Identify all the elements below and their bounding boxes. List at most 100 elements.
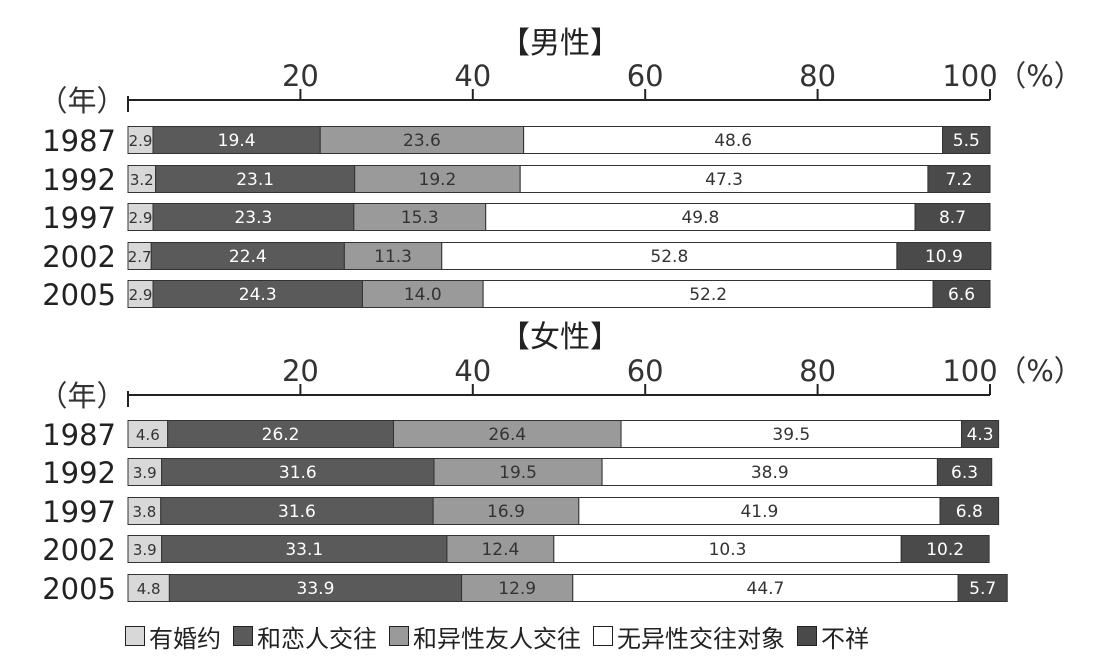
x-axis-unit-1: （%） bbox=[997, 354, 1083, 388]
bar-data-label-1-1-4: 6.3 bbox=[951, 463, 978, 483]
bar-segment-0-0-2 bbox=[319, 126, 525, 154]
bar-segment-0-4-1 bbox=[152, 280, 363, 308]
bar-segment-1-3-1 bbox=[161, 535, 448, 563]
bar-data-label-0-2-3: 49.8 bbox=[681, 208, 719, 228]
bar-data-label-0-1-1: 23.1 bbox=[236, 170, 274, 190]
bar-data-label-1-3-3: 10.3 bbox=[709, 540, 747, 560]
bar-data-label-1-1-1: 31.6 bbox=[279, 463, 317, 483]
bar-data-label-0-3-0: 2.7 bbox=[128, 248, 152, 266]
bar-segment-1-0-0 bbox=[127, 420, 169, 448]
bar-data-label-0-1-0: 3.2 bbox=[130, 171, 154, 189]
legend-item-unknown: 不祥 bbox=[797, 619, 869, 654]
bar-data-label-1-1-3: 38.9 bbox=[751, 463, 789, 483]
bar-data-label-0-4-3: 52.2 bbox=[689, 285, 727, 305]
legend-item-friend: 和异性友人交往 bbox=[389, 619, 581, 654]
bar-segment-0-2-3 bbox=[485, 203, 916, 231]
bar-data-label-1-3-0: 3.9 bbox=[133, 541, 157, 559]
bar-data-label-0-3-4: 10.9 bbox=[925, 247, 963, 267]
x-tick-label-0-0: 20 bbox=[282, 59, 319, 93]
bar-data-label-0-4-0: 2.9 bbox=[129, 286, 153, 304]
x-tick-label-0-2: 60 bbox=[627, 59, 664, 93]
bar-data-label-0-3-1: 22.4 bbox=[229, 247, 267, 267]
bar-data-label-1-0-2: 26.4 bbox=[488, 425, 526, 445]
bar-data-label-0-0-1: 19.4 bbox=[218, 131, 256, 151]
legend-label-engaged: 有婚约 bbox=[149, 624, 221, 653]
bar-data-label-0-2-2: 15.3 bbox=[401, 208, 439, 228]
bar-data-label-1-0-0: 4.6 bbox=[136, 426, 160, 444]
bar-data-label-0-4-1: 24.3 bbox=[239, 285, 277, 305]
category-label-0-0: 1987 bbox=[42, 124, 116, 158]
x-tick-label-0-4: 100 bbox=[942, 59, 997, 93]
legend-label-friend: 和异性友人交往 bbox=[413, 624, 581, 653]
bar-segment-1-1-1 bbox=[161, 458, 435, 486]
bar-data-label-1-4-3: 44.7 bbox=[747, 579, 785, 599]
bar-segment-1-4-3 bbox=[572, 574, 959, 602]
bar-segment-0-3-4 bbox=[896, 242, 992, 270]
legend: 有婚约 和恋人交往 和异性友人交往 无异性交往对象 不祥 bbox=[125, 618, 881, 654]
bar-segment-1-3-4 bbox=[900, 535, 990, 563]
legend-label-none: 无异性交往对象 bbox=[617, 624, 785, 653]
bar-data-label-0-0-4: 5.5 bbox=[953, 131, 980, 151]
bar-data-label-1-1-2: 19.5 bbox=[499, 463, 537, 483]
bar-segment-1-2-1 bbox=[160, 497, 434, 525]
x-tick-label-1-0: 20 bbox=[282, 354, 319, 388]
bar-data-label-1-0-3: 39.5 bbox=[772, 425, 810, 445]
bar-segment-1-2-4 bbox=[939, 497, 1000, 525]
category-label-1-4: 2005 bbox=[42, 572, 116, 606]
legend-swatch-unknown bbox=[797, 626, 817, 646]
x-tick-label-1-3: 80 bbox=[799, 354, 836, 388]
bar-segment-0-0-4 bbox=[942, 126, 991, 154]
category-label-1-2: 1997 bbox=[42, 495, 116, 529]
bar-data-label-1-2-3: 41.9 bbox=[740, 502, 778, 522]
bar-data-label-1-4-1: 33.9 bbox=[297, 579, 335, 599]
bar-data-label-0-1-4: 7.2 bbox=[945, 170, 972, 190]
bar-segment-0-3-1 bbox=[150, 242, 345, 270]
bar-data-label-0-1-2: 19.2 bbox=[419, 170, 457, 190]
bar-segment-0-2-0 bbox=[127, 203, 154, 231]
x-axis-unit-0: （%） bbox=[997, 59, 1083, 93]
bar-data-label-1-4-4: 5.7 bbox=[969, 579, 996, 599]
legend-swatch-engaged bbox=[125, 626, 145, 646]
bar-data-label-0-0-0: 2.9 bbox=[129, 132, 153, 150]
bar-data-label-0-0-2: 23.6 bbox=[403, 131, 441, 151]
category-label-1-3: 2002 bbox=[42, 533, 116, 567]
bar-data-label-1-3-2: 12.4 bbox=[481, 540, 519, 560]
category-label-0-3: 2002 bbox=[42, 240, 116, 274]
bar-segment-1-3-0 bbox=[127, 535, 163, 563]
bar-data-label-1-0-1: 26.2 bbox=[262, 425, 300, 445]
legend-swatch-lover bbox=[233, 626, 253, 646]
bar-segment-1-2-3 bbox=[578, 497, 941, 525]
bar-segment-0-4-0 bbox=[127, 280, 154, 308]
bar-data-label-1-2-4: 6.8 bbox=[956, 502, 983, 522]
y-axis-label-0: （年） bbox=[38, 84, 125, 118]
bar-segment-1-1-3 bbox=[601, 458, 938, 486]
bar-segment-0-0-0 bbox=[127, 126, 154, 154]
bar-data-label-1-2-2: 16.9 bbox=[487, 502, 525, 522]
category-label-0-4: 2005 bbox=[42, 278, 116, 312]
x-tick-label-1-4: 100 bbox=[942, 354, 997, 388]
bar-data-label-1-3-1: 33.1 bbox=[285, 540, 323, 560]
bar-segment-1-0-2 bbox=[392, 420, 622, 448]
bar-data-label-1-4-2: 12.9 bbox=[498, 579, 536, 599]
bar-data-label-1-2-0: 3.8 bbox=[132, 503, 156, 521]
legend-item-lover: 和恋人交往 bbox=[233, 619, 377, 654]
bar-data-label-1-4-0: 4.8 bbox=[137, 580, 161, 598]
bar-segment-1-4-4 bbox=[957, 574, 1008, 602]
bar-segment-0-3-2 bbox=[343, 242, 443, 270]
x-tick-label-0-1: 40 bbox=[454, 59, 491, 93]
chart-title-0: 【男性】 bbox=[500, 26, 620, 61]
bar-data-label-0-3-2: 11.3 bbox=[374, 247, 412, 267]
bar-segment-0-4-4 bbox=[932, 280, 991, 308]
legend-label-unknown: 不祥 bbox=[821, 624, 869, 653]
legend-item-engaged: 有婚约 bbox=[125, 619, 221, 654]
bar-segment-0-3-3 bbox=[441, 242, 898, 270]
category-label-0-2: 1997 bbox=[42, 201, 116, 235]
category-label-1-1: 1992 bbox=[42, 456, 116, 490]
bar-data-label-1-1-0: 3.9 bbox=[133, 464, 157, 482]
bar-segment-0-0-1 bbox=[152, 126, 321, 154]
y-axis-label-1: （年） bbox=[38, 379, 125, 413]
bar-segment-1-2-2 bbox=[432, 497, 580, 525]
bar-data-label-1-0-4: 4.3 bbox=[967, 425, 994, 445]
bar-segment-1-1-4 bbox=[936, 458, 993, 486]
bar-segment-1-4-1 bbox=[168, 574, 463, 602]
